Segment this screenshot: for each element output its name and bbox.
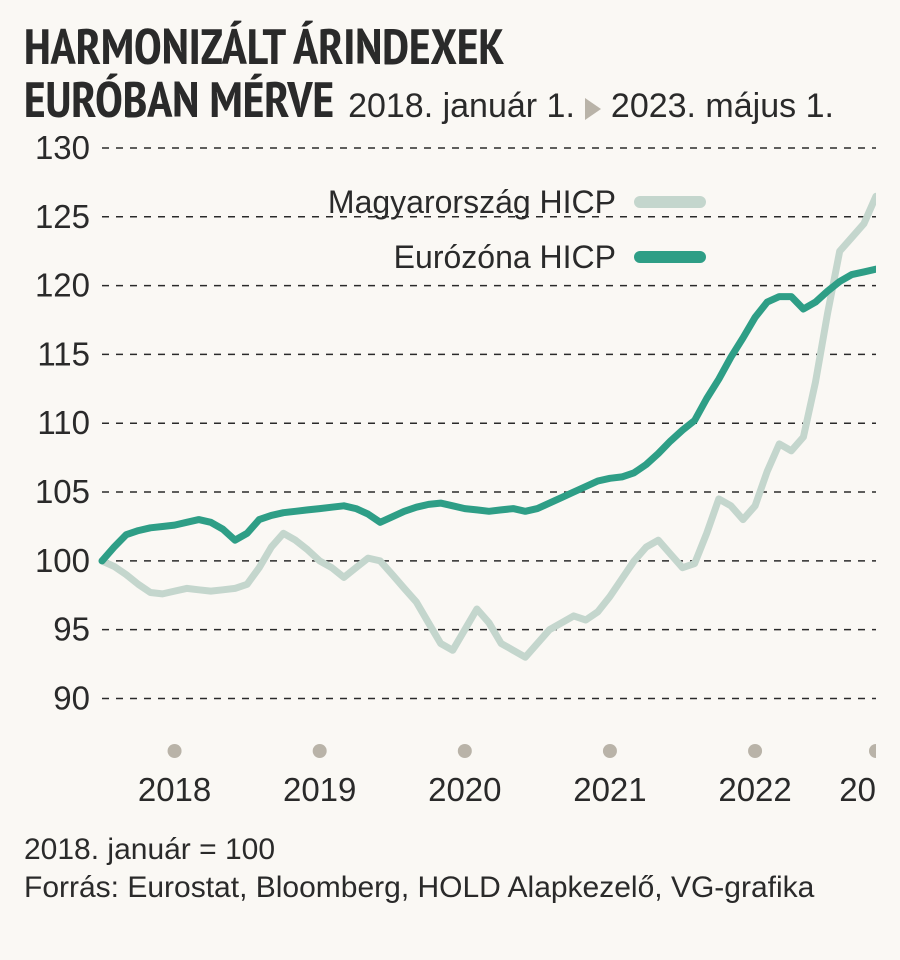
svg-text:120: 120	[35, 266, 90, 303]
chart-title-line1: HARMONIZÁLT ÁRINDEXEK	[24, 20, 876, 73]
svg-text:2020: 2020	[428, 771, 501, 808]
chart-title-line2: EURÓBAN MÉRVE	[24, 73, 334, 126]
svg-text:2018: 2018	[138, 771, 211, 808]
svg-text:130: 130	[35, 136, 90, 166]
svg-text:125: 125	[35, 197, 90, 234]
svg-text:2021: 2021	[573, 771, 646, 808]
legend-row-eurozona: Eurózóna HICP	[328, 239, 706, 276]
legend-label-2: Eurózóna HICP	[394, 239, 616, 276]
svg-text:2019: 2019	[283, 771, 356, 808]
legend: Magyarország HICP Eurózóna HICP	[328, 184, 706, 294]
date-end: 2023. május 1.	[611, 87, 834, 126]
svg-text:2022: 2022	[718, 771, 791, 808]
chart-area: Magyarország HICP Eurózóna HICP 90 95 100 1…	[24, 136, 876, 821]
date-range-arrow-icon	[585, 98, 601, 120]
svg-text:115: 115	[37, 335, 90, 372]
svg-text:2023: 2023	[839, 771, 876, 808]
baseline-note: 2018. január = 100	[24, 833, 876, 867]
legend-swatch-1	[634, 196, 706, 208]
source-line: Forrás: Eurostat, Bloomberg, HOLD Alapke…	[24, 871, 876, 905]
svg-text:95: 95	[53, 610, 90, 647]
legend-label-1: Magyarország HICP	[328, 184, 616, 221]
legend-row-magyarorszag: Magyarország HICP	[328, 184, 706, 221]
date-start: 2018. január 1.	[348, 87, 575, 126]
svg-text:110: 110	[37, 404, 90, 441]
svg-text:100: 100	[35, 541, 90, 578]
date-range: 2018. január 1. 2023. május 1.	[348, 87, 834, 126]
legend-swatch-2	[634, 251, 706, 263]
svg-text:105: 105	[35, 473, 90, 510]
svg-text:90: 90	[53, 679, 90, 716]
